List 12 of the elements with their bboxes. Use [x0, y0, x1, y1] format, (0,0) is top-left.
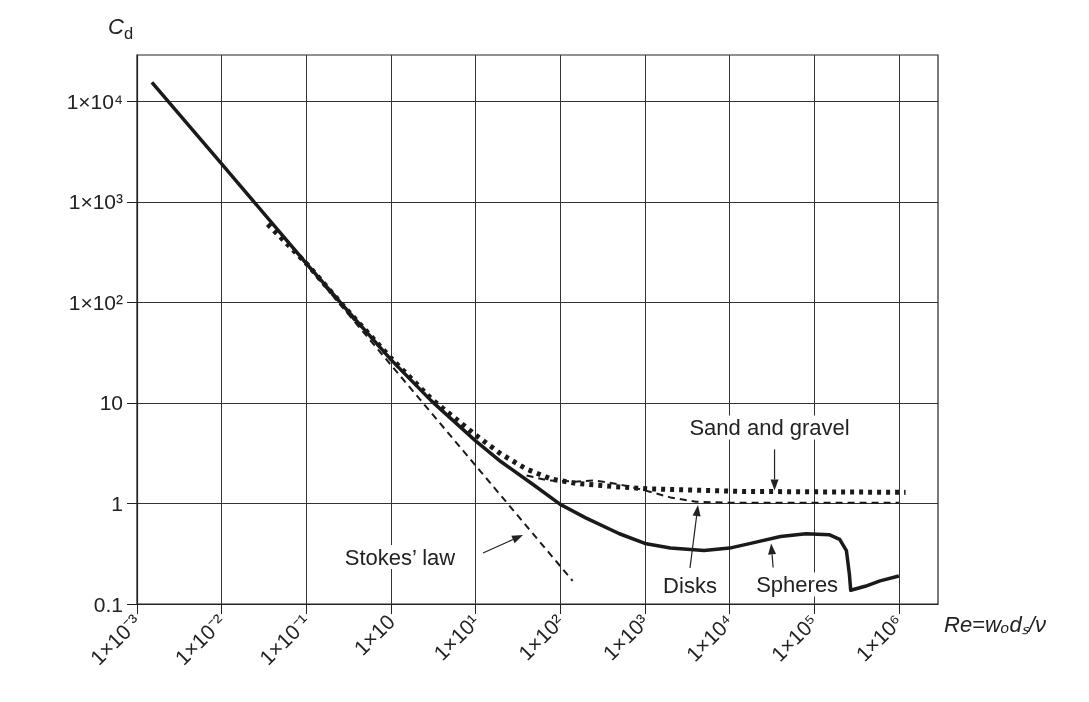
annotation: Disks: [663, 572, 717, 598]
y-tick-label: 1: [111, 491, 123, 515]
annotation: Spheres: [756, 571, 839, 597]
y-tick-label: 10: [99, 391, 123, 415]
annotation: Stokes’ law: [344, 544, 456, 570]
y-tick-label: 0.1: [93, 592, 123, 616]
y-axis-title: C$_{d}$: [108, 14, 134, 44]
annotation: Sand and gravel: [689, 414, 850, 440]
y-tick-label: 1×10³: [68, 190, 123, 214]
y-tick-label: 1×10⁴: [66, 89, 123, 113]
y-tick-label: 1×10²: [68, 290, 123, 314]
x-axis-title: Re=wₒdₛ/ν: [944, 611, 1046, 637]
